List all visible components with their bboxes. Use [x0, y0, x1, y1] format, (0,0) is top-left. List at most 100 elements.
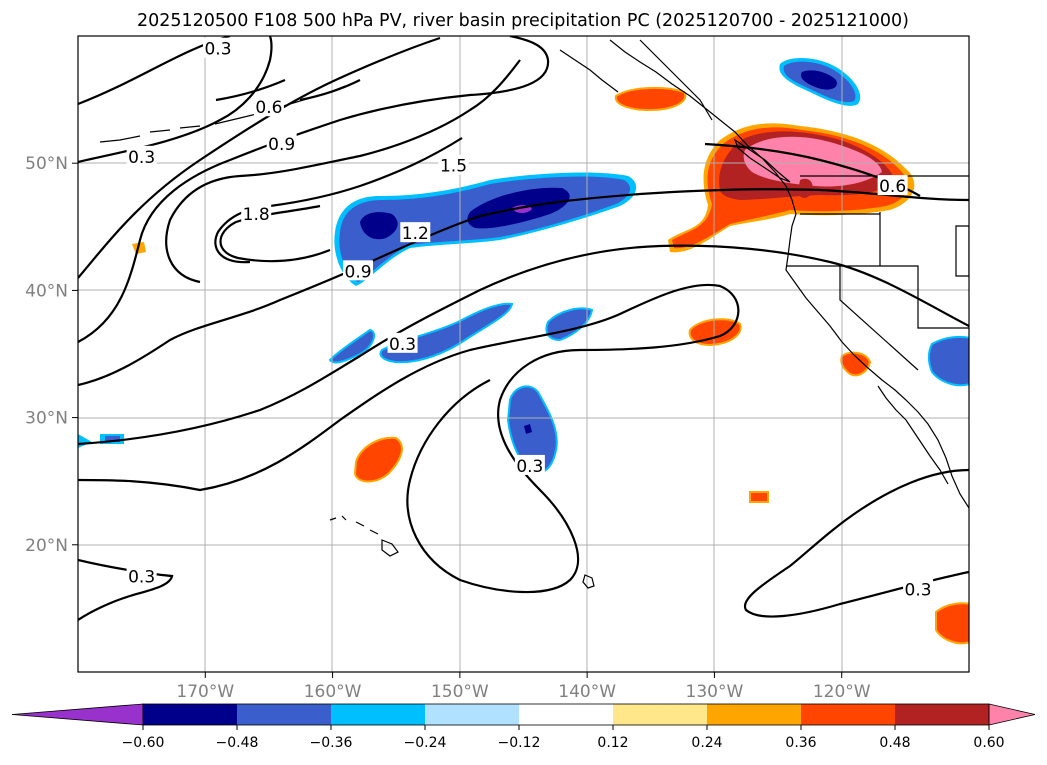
contour-label-background	[400, 222, 431, 243]
x-tick-label: 170°W	[176, 682, 234, 702]
colorbar-tick-label: 0.24	[691, 735, 722, 751]
colorbar-segment	[425, 704, 519, 725]
x-axis-ticks: 170°W 160°W 150°W 140°W 130°W 120°W	[176, 672, 871, 702]
contour-label-background	[126, 145, 157, 166]
colorbar-tick-label: −0.48	[216, 735, 259, 751]
contour-label: 0.3	[905, 580, 932, 600]
pv-contour-line	[219, 204, 331, 263]
pv-contour-line	[78, 244, 969, 446]
colorbar-frame	[142, 703, 990, 726]
y-tick-label: 20°N	[25, 536, 68, 556]
x-tick-label: 150°W	[431, 682, 489, 702]
pv-contour-line	[215, 78, 361, 102]
contour-label: 1.8	[243, 205, 270, 225]
state-border	[786, 212, 969, 371]
negative-anomaly-region	[506, 385, 558, 475]
contour-label-background	[343, 260, 374, 281]
colorbar-segment	[519, 704, 613, 725]
colorbar-tick-label: 0.60	[973, 735, 1004, 751]
hawaii-islands	[329, 515, 399, 557]
state-border	[800, 213, 969, 277]
colorbar-tick-label: −0.60	[122, 735, 165, 751]
contour-label-background	[438, 154, 469, 175]
pv-contour-line	[78, 188, 969, 387]
pv-contour-line	[214, 137, 463, 264]
map-background	[78, 36, 969, 672]
aleutian-islands	[99, 85, 346, 143]
contour-label: 0.3	[516, 457, 543, 477]
precipitation-pc-fills	[78, 58, 969, 645]
colorbar-tick-label: −0.24	[404, 735, 447, 751]
y-axis-ticks: 20°N 30°N 40°N 50°N	[25, 154, 78, 556]
small-island	[582, 574, 595, 589]
colorbar-segment	[237, 704, 331, 725]
y-tick-label: 30°N	[25, 409, 68, 429]
negative-anomaly-region	[360, 212, 398, 240]
north-america-coastline	[609, 39, 969, 509]
alaska-coastline	[559, 39, 713, 121]
coastlines	[99, 39, 969, 589]
contour-label: 0.6	[255, 98, 282, 118]
colorbar-segment	[801, 704, 895, 725]
colorbar-segment	[707, 704, 801, 725]
gridlines	[78, 36, 969, 672]
positive-anomaly-region	[353, 436, 403, 483]
x-tick-label: 140°W	[558, 682, 616, 702]
pv-contour-line	[78, 283, 740, 594]
map-panel: 0.3 0.6 0.3 0.9 1.5 1.8 1.2 0.9 0.3 0.3 0.3 0.3 0.6	[77, 35, 970, 673]
pv-contour-line	[78, 36, 550, 343]
y-tick-label: 40°N	[25, 281, 68, 301]
negative-anomaly-region	[800, 70, 837, 90]
contour-label: 0.3	[204, 40, 231, 60]
contour-label: 0.9	[345, 262, 372, 282]
contour-labels: 0.3 0.6 0.3 0.9 1.5 1.8 1.2 0.9 0.3 0.3 0.3 0.3 0.6	[126, 37, 934, 600]
contour-label: 0.3	[128, 568, 155, 588]
contour-label: 0.3	[389, 335, 416, 355]
colorbar-extend-max	[988, 703, 1036, 726]
positive-anomaly-region	[749, 491, 769, 503]
map-frame	[77, 35, 970, 673]
colorbar-segment	[895, 704, 989, 725]
contour-label: 0.3	[128, 148, 155, 168]
contour-label-background	[203, 37, 234, 58]
contour-label-background	[266, 133, 297, 154]
contour-label-background	[877, 175, 908, 196]
colorbar-tick-label: 0.12	[597, 735, 628, 751]
colorbar: −0.60 −0.48 −0.36 −0.24 −0.12 0.12 0.24 0.36 0.4…	[11, 703, 1036, 751]
negative-anomaly-region	[524, 424, 532, 434]
contour-label: 0.9	[268, 135, 295, 155]
positive-anomaly-region	[688, 318, 742, 347]
negative-anomaly-region	[928, 335, 969, 387]
contour-label-background	[387, 332, 418, 353]
colorbar-segment	[143, 704, 237, 725]
chart-title: 2025120500 F108 500 hPa PV, river basin …	[137, 11, 909, 31]
vancouver-island	[733, 138, 791, 183]
contour-label-background	[903, 578, 934, 599]
contour-label-background	[126, 565, 157, 586]
pv-contour-line	[165, 59, 521, 284]
positive-anomaly-region	[935, 602, 969, 645]
colorbar-segment	[331, 704, 425, 725]
pv-contour-line	[78, 36, 441, 279]
colorbar-tick-label: 0.48	[879, 735, 910, 751]
pv-contour-line	[743, 468, 969, 618]
colorbar-tick-label: −0.12	[498, 735, 541, 751]
positive-anomaly-region	[614, 86, 687, 112]
baja-coastline	[877, 385, 949, 485]
x-tick-label: 160°W	[304, 682, 362, 702]
contour-label-background	[253, 96, 284, 117]
contour-label-background	[514, 454, 545, 475]
colorbar-extend-min	[11, 703, 144, 726]
contour-label-background	[241, 203, 272, 224]
contour-label: 1.2	[402, 224, 429, 244]
y-tick-label: 50°N	[25, 154, 68, 174]
positive-anomaly-region	[798, 178, 813, 198]
x-tick-label: 130°W	[686, 682, 744, 702]
colorbar-tick-label: 0.36	[785, 735, 816, 751]
contour-label: 1.5	[440, 157, 467, 177]
colorbar-segment	[613, 704, 707, 725]
contour-label: 0.6	[879, 177, 906, 197]
negative-anomaly-region	[328, 328, 376, 364]
positive-anomaly-region	[743, 136, 882, 187]
